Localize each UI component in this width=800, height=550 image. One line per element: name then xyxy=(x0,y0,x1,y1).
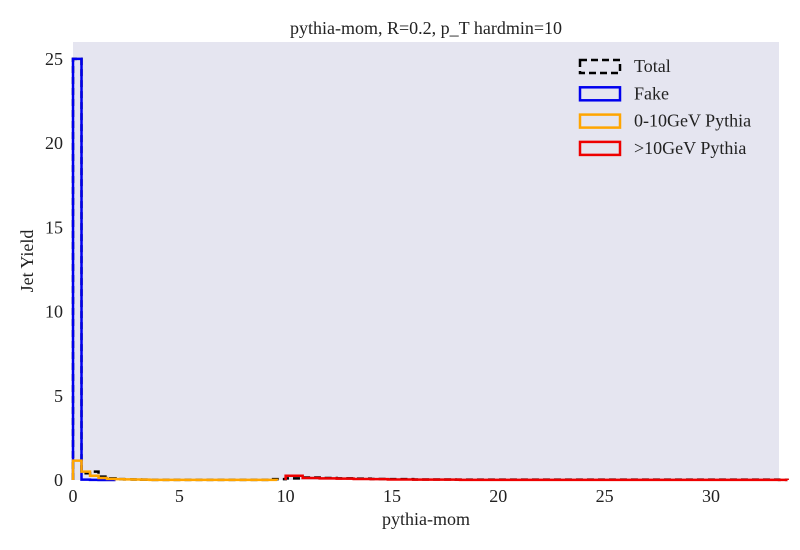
series-line-fake xyxy=(71,57,116,482)
x-tick-label: 30 xyxy=(702,486,720,506)
legend-label: Fake xyxy=(634,83,669,103)
series-line--10gev-pythia xyxy=(284,474,789,482)
x-tick-label: 15 xyxy=(383,486,401,506)
legend: Total Fake 0-10GeV Pythia >10GeV Pythia xyxy=(578,56,751,158)
legend-label: 0-10GeV Pythia xyxy=(634,111,751,131)
y-tick-label: 20 xyxy=(45,133,63,153)
y-tick-label: 0 xyxy=(54,470,63,490)
series-line-0-10gev-pythia xyxy=(71,459,279,482)
x-tick-label: 0 xyxy=(69,486,78,506)
x-axis-label: pythia-mom xyxy=(382,509,470,529)
y-tick-label: 25 xyxy=(45,49,63,69)
x-tick-label: 10 xyxy=(277,486,295,506)
legend-swatch xyxy=(578,58,622,75)
plot-area xyxy=(73,42,779,480)
legend-swatch xyxy=(578,86,622,102)
y-tick-label: 5 xyxy=(54,386,63,406)
y-tick-label: 10 xyxy=(45,302,63,322)
x-tick-label: 5 xyxy=(175,486,184,506)
y-axis-label: Jet Yield xyxy=(17,230,37,293)
x-axis-ticks: 0 5 10 15 20 25 30 xyxy=(69,486,720,506)
x-tick-label: 25 xyxy=(596,486,614,506)
y-tick-label: 15 xyxy=(45,217,63,237)
chart-title: pythia-mom, R=0.2, p_T hardmin=10 xyxy=(290,18,562,38)
y-axis-ticks: 0 5 10 15 20 25 xyxy=(45,49,63,490)
legend-swatch xyxy=(578,140,622,157)
legend-label: Total xyxy=(634,56,671,76)
x-tick-label: 20 xyxy=(489,486,507,506)
series-layer xyxy=(71,57,789,482)
legend-label: >10GeV Pythia xyxy=(634,138,746,158)
legend-swatch xyxy=(578,113,622,129)
